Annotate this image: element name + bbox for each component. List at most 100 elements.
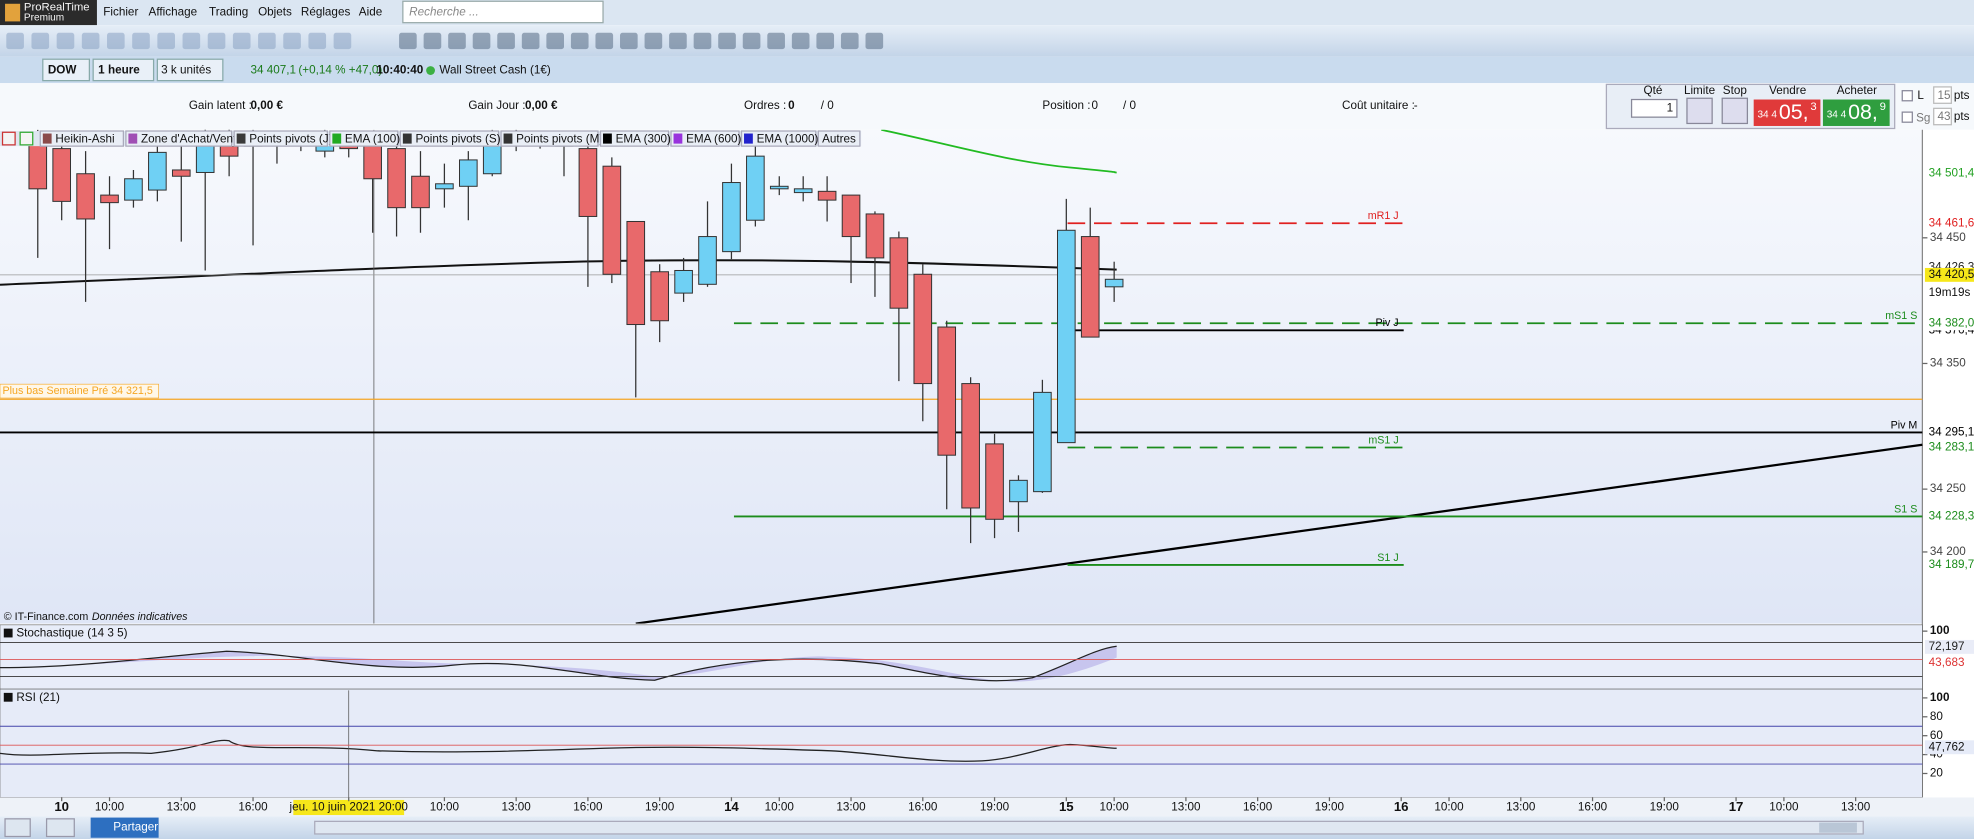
level-value: 34 283,1: [1929, 441, 1974, 454]
draw-button[interactable]: [4, 818, 31, 838]
symbol-box[interactable]: [42, 58, 91, 82]
plot: [0, 129, 1923, 566]
tab[interactable]: [329, 130, 399, 147]
scroll-thumb[interactable]: [1819, 822, 1857, 833]
timeframe-box[interactable]: [92, 58, 155, 82]
tab-label: Points pivots (S): [415, 132, 500, 145]
tool-icon[interactable]: [546, 32, 564, 50]
tab[interactable]: [599, 130, 670, 147]
tab[interactable]: [399, 130, 500, 147]
toolbar: [0, 25, 1974, 57]
qty-input[interactable]: [1630, 98, 1678, 118]
tool-icon[interactable]: [448, 32, 466, 50]
candle-body: [482, 144, 502, 175]
tool-icon[interactable]: [399, 32, 417, 50]
tool-icon[interactable]: [693, 32, 712, 50]
qty-label: Qté: [1644, 84, 1663, 97]
tab-color: [332, 133, 342, 144]
sell-button[interactable]: [1753, 99, 1821, 126]
level-value-box: [1924, 557, 1974, 572]
tool-icon[interactable]: [56, 32, 75, 50]
edition: Premium: [24, 12, 64, 23]
scrollbar[interactable]: [314, 820, 1864, 835]
tool-icon[interactable]: [283, 32, 301, 50]
tool-icon[interactable]: [207, 32, 226, 50]
tool-icon[interactable]: [81, 32, 100, 50]
level-value: 34 382,0: [1929, 316, 1974, 329]
share-button[interactable]: [90, 817, 159, 838]
tool-icon[interactable]: [767, 32, 785, 50]
stochastic-icon: [3, 628, 13, 638]
tool-icon[interactable]: [333, 32, 352, 50]
x-tick-label: 10:00: [95, 801, 125, 814]
tool-icon[interactable]: [620, 32, 638, 50]
tab[interactable]: [670, 130, 740, 147]
menu-item[interactable]: Aide: [359, 6, 382, 19]
menu-item[interactable]: Trading: [209, 6, 248, 19]
sg-checkbox[interactable]: [1901, 111, 1913, 123]
tool-icon[interactable]: [308, 32, 327, 50]
search-box[interactable]: [402, 0, 604, 24]
candle-body: [578, 148, 598, 217]
candle-body: [1009, 479, 1028, 503]
tab-label: EMA (600): [686, 132, 741, 145]
tab-add[interactable]: [1, 131, 16, 146]
units-box[interactable]: [156, 58, 224, 82]
stop-button[interactable]: [1721, 97, 1749, 125]
gain-latent: 0,00 €: [251, 99, 284, 112]
tool-icon[interactable]: [497, 32, 515, 50]
tool-icon[interactable]: [570, 32, 589, 50]
tab-label: EMA (300): [616, 132, 671, 145]
chart-type-button[interactable]: [45, 818, 75, 838]
crosshair-label-box: [293, 799, 405, 816]
candle-body: [626, 220, 646, 326]
tool-icon[interactable]: [742, 32, 761, 50]
tool-icon[interactable]: [816, 32, 835, 50]
tool-icon[interactable]: [31, 32, 50, 50]
stochastic-value-box: [1924, 639, 1974, 654]
tool-icon[interactable]: [423, 32, 442, 50]
limit-button[interactable]: [1686, 97, 1713, 125]
l-checkbox[interactable]: [1901, 90, 1913, 102]
x-tick-label: 13:00: [1171, 801, 1201, 814]
tool-icon[interactable]: [521, 32, 540, 50]
tool-icon[interactable]: [718, 32, 736, 50]
tab[interactable]: [125, 130, 233, 147]
tool-icon[interactable]: [472, 32, 491, 50]
menu-item[interactable]: Affichage: [149, 6, 198, 19]
tool-icon[interactable]: [182, 32, 201, 50]
change: (+0,14 % +47,0): [298, 64, 382, 77]
l-input[interactable]: [1933, 86, 1952, 104]
tool-icon[interactable]: [232, 32, 251, 50]
tool-icon[interactable]: [669, 32, 687, 50]
x-tick-label: 13:00: [836, 801, 866, 814]
tool-icon[interactable]: [865, 32, 884, 50]
x-tick-label: 16:00: [573, 801, 603, 814]
sg-input[interactable]: [1933, 107, 1952, 126]
tool-icon[interactable]: [157, 32, 175, 50]
candle-body: [1033, 391, 1052, 493]
tab[interactable]: [740, 130, 817, 147]
tool-icon[interactable]: [6, 32, 24, 50]
tool-icon[interactable]: [791, 32, 810, 50]
symbol: DOW: [48, 64, 78, 77]
sell-prefix: 34 4: [1757, 109, 1777, 120]
tool-icon[interactable]: [132, 32, 150, 50]
tab[interactable]: [500, 130, 599, 147]
timeframe: 1 heure: [98, 64, 140, 77]
menu-item[interactable]: Réglages: [301, 6, 351, 19]
candle-body: [889, 237, 909, 309]
tool-icon[interactable]: [595, 32, 614, 50]
tool-icon[interactable]: [644, 32, 663, 50]
tool-icon[interactable]: [840, 32, 859, 50]
tab[interactable]: [39, 130, 125, 147]
buy-button[interactable]: [1822, 99, 1890, 126]
tab[interactable]: [233, 130, 328, 147]
tab-add[interactable]: [19, 131, 34, 146]
tool-icon[interactable]: [258, 32, 276, 50]
tab[interactable]: [817, 130, 861, 147]
tab-color: [42, 133, 52, 144]
tool-icon[interactable]: [107, 32, 125, 50]
menu-item[interactable]: Fichier: [103, 6, 138, 19]
menu-item[interactable]: Objets: [258, 6, 292, 19]
